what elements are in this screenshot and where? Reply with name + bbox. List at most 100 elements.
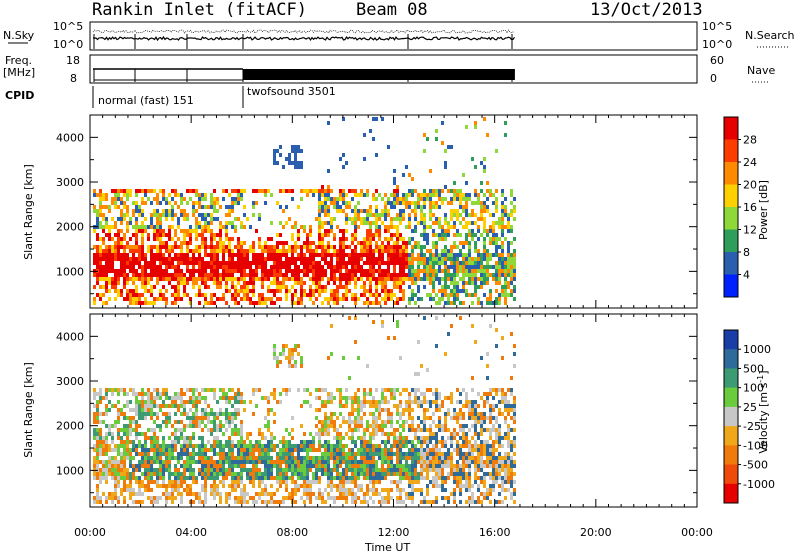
heatmap-cell: [471, 261, 474, 265]
heatmap-cell: [147, 273, 150, 277]
heatmap-cell: [135, 408, 138, 412]
heatmap-cell: [147, 460, 150, 464]
heatmap-cell: [216, 492, 219, 496]
heatmap-cell: [204, 388, 207, 392]
heatmap-cell: [291, 356, 294, 360]
heatmap-cell: [420, 472, 423, 476]
heatmap-cell: [351, 249, 354, 253]
heatmap-cell: [288, 388, 291, 392]
heatmap-cell: [132, 201, 135, 205]
heatmap-cell: [180, 420, 183, 424]
heatmap-cell: [348, 253, 351, 257]
heatmap-cell: [105, 396, 108, 400]
heatmap-cell: [222, 396, 225, 400]
heatmap-cell: [141, 472, 144, 476]
heatmap-cell: [342, 189, 345, 193]
heatmap-cell: [159, 392, 162, 396]
heatmap-cell: [330, 400, 333, 404]
heatmap-cell: [507, 293, 510, 297]
heatmap-cell: [165, 392, 168, 396]
heatmap-cell: [438, 269, 441, 273]
heatmap-cell: [120, 440, 123, 444]
heatmap-cell: [369, 293, 372, 297]
heatmap-cell: [234, 297, 237, 301]
heatmap-cell: [132, 301, 135, 305]
heatmap-cell: [105, 448, 108, 452]
heatmap-cell: [387, 261, 390, 265]
heatmap-cell: [231, 388, 234, 392]
heatmap-cell: [207, 404, 210, 408]
heatmap-cell: [366, 249, 369, 253]
heatmap-cell: [168, 209, 171, 213]
heatmap-cell: [255, 273, 258, 277]
heatmap-cell: [252, 277, 255, 281]
heatmap-cell: [450, 249, 453, 253]
heatmap-cell: [162, 293, 165, 297]
heatmap-cell: [150, 221, 153, 225]
heatmap-cell: [408, 273, 411, 277]
heatmap-cell: [423, 400, 426, 404]
heatmap-cell: [273, 388, 276, 392]
heatmap-cell: [411, 452, 414, 456]
heatmap-cell: [114, 476, 117, 480]
heatmap-cell: [510, 257, 513, 261]
heatmap-cell: [123, 233, 126, 237]
heatmap-cell: [231, 257, 234, 261]
heatmap-cell: [504, 121, 507, 125]
heatmap-cell: [435, 261, 438, 265]
heatmap-cell: [450, 209, 453, 213]
heatmap-cell: [240, 432, 243, 436]
heatmap-cell: [360, 468, 363, 472]
heatmap-cell: [450, 289, 453, 293]
heatmap-cell: [207, 221, 210, 225]
heatmap-cell: [216, 297, 219, 301]
heatmap-cell: [384, 201, 387, 205]
heatmap-cell: [258, 189, 261, 193]
heatmap-cell: [366, 253, 369, 257]
heatmap-cell: [150, 448, 153, 452]
heatmap-cell: [405, 468, 408, 472]
heatmap-cell: [393, 392, 396, 396]
heatmap-cell: [363, 400, 366, 404]
heatmap-cell: [228, 436, 231, 440]
heatmap-cell: [315, 253, 318, 257]
heatmap-cell: [300, 225, 303, 229]
heatmap-cell: [291, 149, 294, 153]
heatmap-cell: [414, 388, 417, 392]
heatmap-cell: [150, 213, 153, 217]
heatmap-cell: [162, 392, 165, 396]
heatmap-cell: [480, 257, 483, 261]
heatmap-cell: [336, 416, 339, 420]
heatmap-cell: [474, 245, 477, 249]
heatmap-cell: [387, 249, 390, 253]
heatmap-cell: [189, 197, 192, 201]
heatmap-cell: [261, 277, 264, 281]
heatmap-cell: [438, 225, 441, 229]
heatmap-cell: [513, 209, 516, 213]
heatmap-cell: [144, 400, 147, 404]
heatmap-cell: [168, 444, 171, 448]
heatmap-cell: [375, 197, 378, 201]
heatmap-cell: [495, 197, 498, 201]
heatmap-cell: [222, 412, 225, 416]
heatmap-cell: [273, 344, 276, 348]
heatmap-cell: [138, 205, 141, 209]
heatmap-cell: [240, 428, 243, 432]
heatmap-cell: [114, 468, 117, 472]
heatmap-cell: [99, 269, 102, 273]
heatmap-cell: [150, 460, 153, 464]
heatmap-cell: [303, 257, 306, 261]
heatmap-cell: [228, 221, 231, 225]
heatmap-cell: [192, 500, 195, 504]
heatmap-cell: [363, 392, 366, 396]
heatmap-cell: [375, 297, 378, 301]
heatmap-cell: [384, 269, 387, 273]
heatmap-cell: [486, 181, 489, 185]
heatmap-cell: [213, 281, 216, 285]
heatmap-cell: [105, 444, 108, 448]
heatmap-cell: [201, 241, 204, 245]
heatmap-cell: [408, 416, 411, 420]
heatmap-cell: [153, 460, 156, 464]
heatmap-cell: [165, 273, 168, 277]
heatmap-cell: [444, 257, 447, 261]
